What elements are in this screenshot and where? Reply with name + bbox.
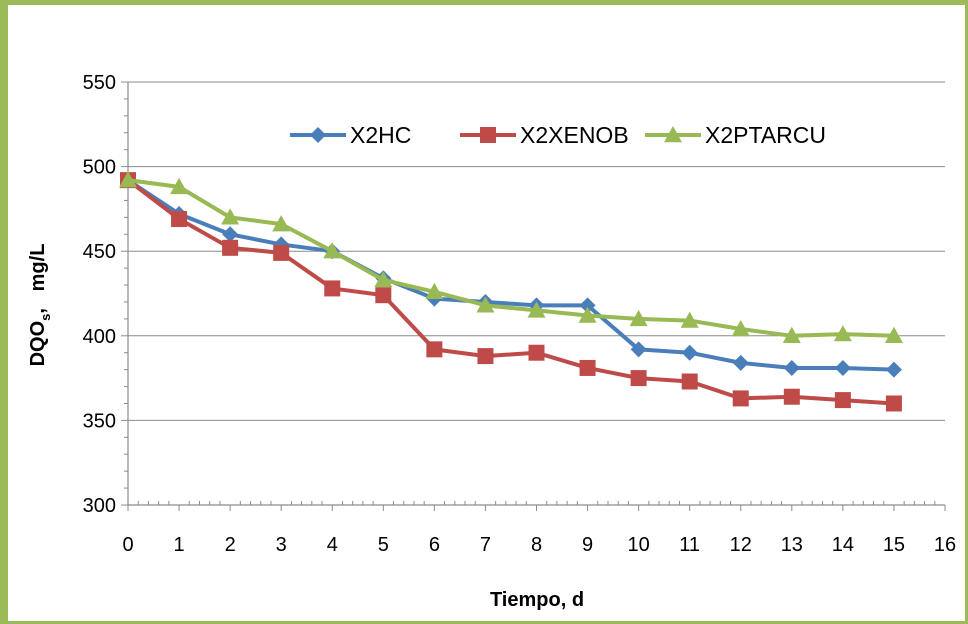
data-point-X2PTARCU-1 — [170, 177, 189, 195]
data-point-X2PTARCU-0 — [119, 171, 137, 188]
y-tick-label-350: 350 — [83, 410, 116, 432]
y-axis-title: DQOs, mg/L — [27, 244, 53, 367]
data-point-X2XENOB-9 — [579, 359, 596, 376]
series-line-X2XENOB — [126, 178, 896, 406]
data-point-X2PTARCU-8 — [527, 301, 546, 318]
data-point-X2PTARCU-14 — [833, 325, 852, 342]
x-axis-title: Tiempo, d — [490, 589, 584, 611]
data-point-X2HC-13 — [783, 359, 800, 376]
series-X2XENOB — [120, 172, 902, 412]
legend: X2HC X2XENOB X2PTARCU — [290, 122, 826, 148]
data-point-X2XENOB-10 — [630, 370, 647, 387]
data-point-X2HC-15 — [885, 361, 902, 378]
legend-item-X2HC: X2HC — [290, 122, 411, 148]
data-point-X2XENOB-5 — [375, 287, 392, 304]
data-point-X2PTARCU-4 — [323, 242, 342, 259]
data-point-X2PTARCU-11 — [680, 311, 699, 328]
data-point-X2PTARCU-3 — [272, 215, 291, 232]
legend-label-X2HC: X2HC — [350, 122, 411, 148]
x-tick-label-11: 11 — [679, 534, 700, 556]
series-line-X2HC — [126, 178, 896, 372]
series-layer — [119, 171, 903, 412]
y-axis-title-main: DQO — [27, 321, 49, 367]
y-tick-label-300: 300 — [83, 495, 116, 517]
data-point-X2HC-10 — [630, 341, 647, 358]
y-tick-label-500: 500 — [83, 157, 116, 179]
x-tick-label-12: 12 — [730, 534, 752, 556]
x-tick-label-15: 15 — [883, 534, 905, 556]
data-point-X2HC-11 — [681, 344, 698, 361]
x-tick-label-7: 7 — [480, 534, 491, 556]
legend-marker-X2XENOB — [480, 127, 496, 143]
data-point-X2PTARCU-5 — [374, 270, 393, 288]
legend-marker-X2HC — [310, 127, 326, 143]
y-tick-label-400: 400 — [83, 326, 116, 348]
x-tick-label-10: 10 — [628, 534, 650, 556]
data-point-X2PTARCU-13 — [782, 326, 801, 343]
legend-label-X2XENOB: X2XENOB — [520, 122, 629, 148]
legend-marker-X2PTARCU — [664, 126, 682, 143]
x-tick-label-2: 2 — [225, 534, 236, 556]
x-tick-label-16: 16 — [934, 534, 956, 556]
x-tick-label-9: 9 — [582, 534, 593, 556]
data-point-X2PTARCU-7 — [476, 296, 495, 313]
data-point-X2XENOB-15 — [885, 395, 902, 412]
data-point-X2PTARCU-2 — [221, 208, 240, 225]
data-point-X2XENOB-4 — [324, 280, 341, 297]
series-X2PTARCU — [119, 171, 903, 343]
x-tick-label-3: 3 — [276, 534, 287, 556]
data-point-X2XENOB-13 — [783, 388, 800, 405]
data-point-X2XENOB-3 — [273, 244, 290, 261]
x-tick-label-8: 8 — [531, 534, 542, 556]
data-point-X2HC-2 — [222, 226, 239, 243]
y-tick-label-550: 550 — [83, 72, 116, 94]
x-tick-label-1: 1 — [174, 534, 185, 556]
x-tick-label-13: 13 — [781, 534, 803, 556]
series-X2HC — [120, 172, 902, 378]
y-axis-title-subscript: s — [38, 314, 53, 321]
data-point-X2XENOB-8 — [528, 344, 545, 361]
series-line-X2PTARCU — [126, 178, 896, 338]
data-point-X2HC-9 — [579, 297, 596, 314]
data-point-X2XENOB-11 — [681, 373, 698, 390]
data-point-X2HC-12 — [732, 354, 749, 371]
data-point-X2XENOB-6 — [426, 341, 443, 358]
data-point-X2XENOB-2 — [222, 239, 239, 256]
data-point-X2PTARCU-15 — [884, 326, 903, 343]
data-point-X2PTARCU-6 — [425, 282, 444, 300]
x-tick-label-14: 14 — [832, 534, 854, 556]
axes — [121, 81, 946, 511]
data-point-X2PTARCU-9 — [578, 306, 597, 323]
y-axis-title-unit: , mg/L — [27, 244, 49, 314]
y-tick-label-450: 450 — [83, 241, 116, 263]
data-point-X2HC-14 — [834, 359, 851, 376]
legend-item-X2PTARCU: X2PTARCU — [645, 122, 826, 148]
legend-item-X2XENOB: X2XENOB — [460, 122, 629, 148]
legend-label-X2PTARCU: X2PTARCU — [705, 122, 826, 148]
data-point-X2XENOB-14 — [834, 392, 851, 409]
x-tick-label-0: 0 — [122, 534, 133, 556]
x-tick-label-4: 4 — [327, 534, 338, 556]
x-tick-label-5: 5 — [378, 534, 389, 556]
data-point-X2PTARCU-10 — [629, 309, 648, 327]
data-point-X2PTARCU-12 — [731, 320, 750, 337]
data-point-X2XENOB-1 — [171, 211, 188, 228]
data-point-X2XENOB-7 — [477, 348, 494, 365]
x-tick-label-6: 6 — [429, 534, 440, 556]
data-point-X2XENOB-12 — [732, 390, 749, 407]
